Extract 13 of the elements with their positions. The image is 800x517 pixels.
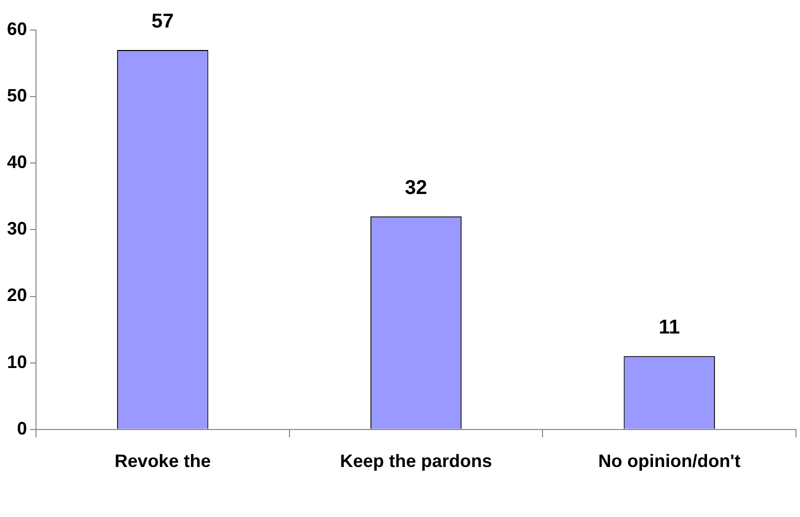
y-tick-label: 0	[17, 418, 28, 438]
y-tick-label: 30	[6, 218, 28, 239]
x-tick-label: Revoke the	[114, 451, 211, 472]
x-tick-label: No opinion/don't	[598, 451, 740, 472]
x-tick-label: Keep the pardons	[340, 451, 492, 472]
data-label: 11	[658, 316, 680, 339]
y-tick-label: 10	[6, 352, 28, 372]
data-label: 57	[152, 10, 174, 32]
y-tick-label: 50	[6, 86, 28, 106]
data-label: 32	[404, 176, 428, 199]
y-tick-label: 20	[6, 285, 28, 306]
y-tick-label: 60	[6, 18, 28, 39]
y-tick-label: 40	[6, 152, 28, 172]
